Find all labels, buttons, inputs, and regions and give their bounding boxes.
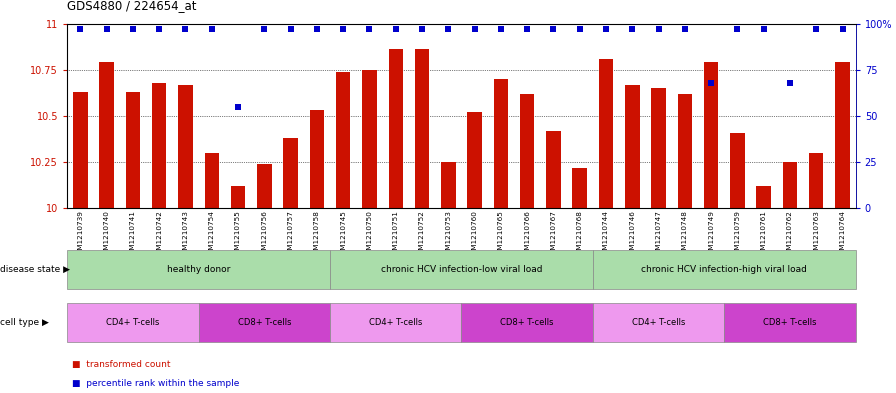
- Point: [415, 26, 429, 32]
- Bar: [336, 72, 350, 208]
- Point: [547, 26, 561, 32]
- Bar: [783, 162, 797, 208]
- Point: [204, 26, 219, 32]
- Text: disease state ▶: disease state ▶: [0, 265, 70, 274]
- Point: [336, 26, 350, 32]
- Bar: [73, 92, 88, 208]
- Point: [625, 26, 640, 32]
- Text: chronic HCV infection-high viral load: chronic HCV infection-high viral load: [642, 265, 807, 274]
- Bar: [677, 94, 692, 208]
- Text: CD8+ T-cells: CD8+ T-cells: [237, 318, 291, 327]
- Text: ■  transformed count: ■ transformed count: [72, 360, 170, 369]
- Text: GDS4880 / 224654_at: GDS4880 / 224654_at: [67, 0, 197, 12]
- Point: [389, 26, 403, 32]
- Bar: [310, 110, 324, 208]
- Bar: [152, 83, 167, 208]
- Point: [152, 26, 167, 32]
- Text: CD4+ T-cells: CD4+ T-cells: [107, 318, 159, 327]
- Point: [756, 26, 771, 32]
- Bar: [625, 84, 640, 208]
- Bar: [283, 138, 297, 208]
- Bar: [125, 92, 140, 208]
- Point: [178, 26, 193, 32]
- Bar: [389, 50, 403, 208]
- Text: chronic HCV infection-low viral load: chronic HCV infection-low viral load: [381, 265, 542, 274]
- Point: [783, 79, 797, 86]
- Text: healthy donor: healthy donor: [167, 265, 230, 274]
- Point: [573, 26, 587, 32]
- Point: [599, 26, 613, 32]
- Point: [651, 26, 666, 32]
- Point: [704, 79, 719, 86]
- Bar: [573, 168, 587, 208]
- Point: [441, 26, 455, 32]
- Point: [73, 26, 88, 32]
- Bar: [99, 62, 114, 208]
- Bar: [231, 186, 246, 208]
- Bar: [204, 153, 219, 208]
- Bar: [730, 132, 745, 208]
- Point: [257, 26, 271, 32]
- Point: [809, 26, 823, 32]
- Point: [231, 103, 246, 110]
- Point: [677, 26, 692, 32]
- Point: [310, 26, 324, 32]
- Point: [468, 26, 482, 32]
- Text: ■  percentile rank within the sample: ■ percentile rank within the sample: [72, 379, 239, 387]
- Bar: [599, 59, 613, 208]
- Point: [283, 26, 297, 32]
- Bar: [415, 50, 429, 208]
- Bar: [257, 164, 271, 208]
- Bar: [756, 186, 771, 208]
- Point: [730, 26, 745, 32]
- Bar: [494, 79, 508, 208]
- Point: [520, 26, 534, 32]
- Bar: [547, 131, 561, 208]
- Bar: [809, 153, 823, 208]
- Bar: [651, 88, 666, 208]
- Bar: [704, 62, 719, 208]
- Text: CD8+ T-cells: CD8+ T-cells: [763, 318, 817, 327]
- Bar: [468, 112, 482, 208]
- Bar: [178, 84, 193, 208]
- Bar: [520, 94, 534, 208]
- Point: [494, 26, 508, 32]
- Point: [125, 26, 140, 32]
- Text: CD8+ T-cells: CD8+ T-cells: [500, 318, 554, 327]
- Bar: [441, 162, 455, 208]
- Text: CD4+ T-cells: CD4+ T-cells: [369, 318, 422, 327]
- Text: cell type ▶: cell type ▶: [0, 318, 49, 327]
- Point: [835, 26, 849, 32]
- Bar: [362, 70, 376, 208]
- Point: [99, 26, 114, 32]
- Text: CD4+ T-cells: CD4+ T-cells: [632, 318, 685, 327]
- Point: [362, 26, 376, 32]
- Bar: [835, 62, 849, 208]
